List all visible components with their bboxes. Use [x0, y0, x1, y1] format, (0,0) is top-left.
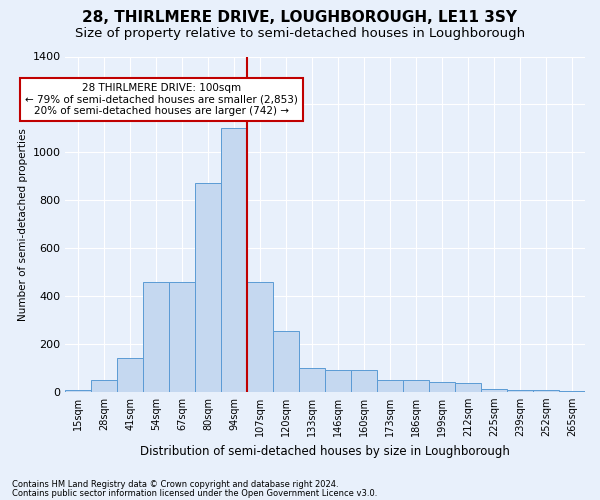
Bar [91, 380, 118, 392]
Bar [273, 330, 299, 392]
Bar [533, 390, 559, 392]
Text: Contains HM Land Registry data © Crown copyright and database right 2024.: Contains HM Land Registry data © Crown c… [12, 480, 338, 489]
Bar [221, 128, 247, 392]
Bar [143, 282, 169, 392]
Bar [351, 370, 377, 392]
Bar [196, 184, 221, 392]
Bar [455, 384, 481, 392]
Text: 28, THIRLMERE DRIVE, LOUGHBOROUGH, LE11 3SY: 28, THIRLMERE DRIVE, LOUGHBOROUGH, LE11 … [83, 10, 517, 25]
Text: Size of property relative to semi-detached houses in Loughborough: Size of property relative to semi-detach… [75, 28, 525, 40]
Bar [247, 282, 273, 392]
Y-axis label: Number of semi-detached properties: Number of semi-detached properties [18, 128, 28, 320]
Bar [118, 358, 143, 392]
Bar [507, 390, 533, 392]
Bar [403, 380, 429, 392]
Bar [377, 380, 403, 392]
Bar [169, 282, 196, 392]
Bar [559, 391, 585, 392]
Bar [481, 390, 507, 392]
Text: Contains public sector information licensed under the Open Government Licence v3: Contains public sector information licen… [12, 489, 377, 498]
X-axis label: Distribution of semi-detached houses by size in Loughborough: Distribution of semi-detached houses by … [140, 444, 510, 458]
Bar [299, 368, 325, 392]
Text: 28 THIRLMERE DRIVE: 100sqm
← 79% of semi-detached houses are smaller (2,853)
20%: 28 THIRLMERE DRIVE: 100sqm ← 79% of semi… [25, 83, 298, 116]
Bar [65, 390, 91, 392]
Bar [429, 382, 455, 392]
Bar [325, 370, 351, 392]
